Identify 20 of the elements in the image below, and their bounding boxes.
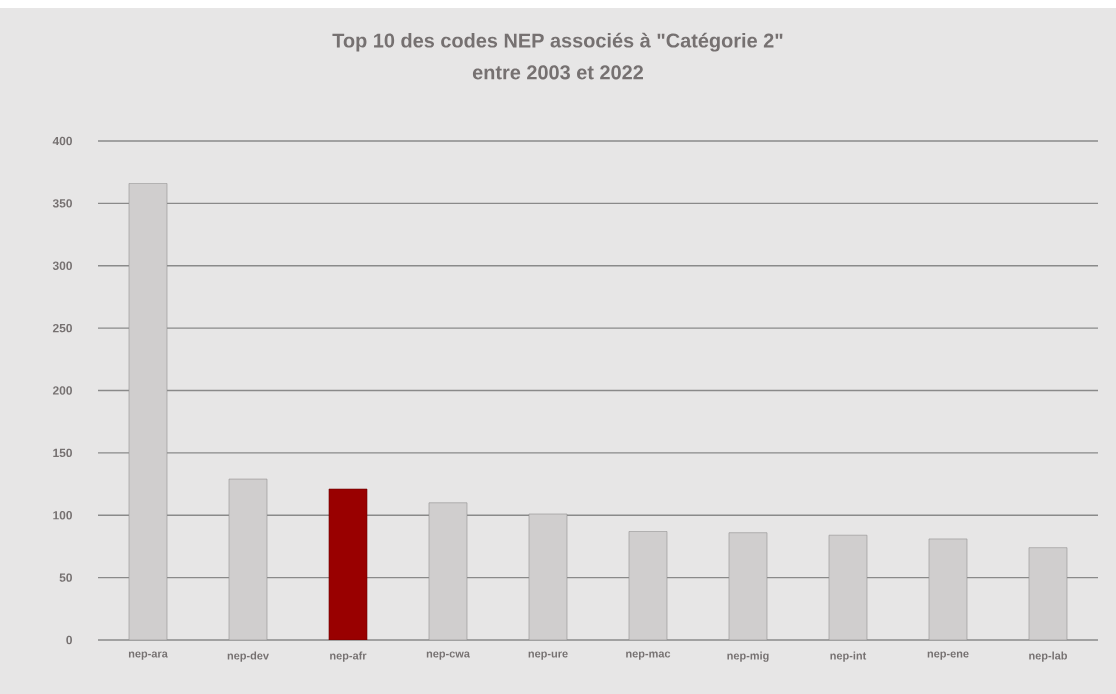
- y-tick-label: 200: [52, 386, 72, 395]
- x-tick-label: nep-dev: [227, 651, 269, 662]
- x-tick-label: nep-mac: [626, 651, 671, 660]
- x-tick-label: nep-cwa: [426, 651, 470, 660]
- x-tick-label: nep-int: [830, 651, 867, 662]
- x-tick-label: nep-ene: [927, 651, 969, 660]
- y-tick-label: 0: [66, 635, 72, 645]
- y-tick-label: 350: [52, 199, 72, 208]
- x-tick-label: nep-lab: [1029, 651, 1068, 662]
- x-tick-label: nep-ure: [528, 651, 568, 660]
- y-tick-label: 150: [53, 448, 72, 458]
- y-tick-label: 250: [52, 323, 72, 333]
- y-tick-label: 50: [59, 573, 72, 582]
- y-tick-label: 100: [53, 511, 72, 520]
- y-tick-label: 400: [52, 136, 72, 146]
- y-tick-label: 300: [52, 261, 72, 270]
- x-tick-label: nep-ara: [128, 651, 168, 660]
- x-tick-label: nep-mig: [727, 651, 769, 662]
- chart-title: Top 10 des codes NEP associés à "Catégorie 2" entre 2003 et 2022: [332, 32, 783, 80]
- x-tick-label: nep-afr: [330, 651, 367, 662]
